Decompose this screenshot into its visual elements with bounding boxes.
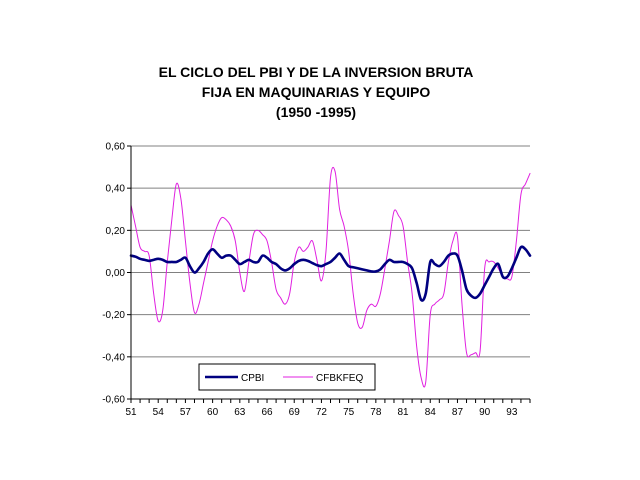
y-tick-label: -0,60 xyxy=(102,395,125,406)
x-tick-label: 54 xyxy=(153,407,165,418)
chart-title: EL CICLO DEL PBI Y DE LA INVERSION BRUTA… xyxy=(0,62,632,122)
x-tick-label: 57 xyxy=(180,407,192,418)
y-tick-label: 0,00 xyxy=(106,268,126,279)
x-tick-label: 66 xyxy=(261,407,273,418)
chart-title-line-3: (1950 -1995) xyxy=(275,104,357,120)
x-tick-label: 81 xyxy=(397,407,409,418)
legend-label-cpbi: CPBI xyxy=(241,373,264,384)
x-tick-label: 87 xyxy=(452,407,464,418)
x-tick-label: 60 xyxy=(207,407,219,418)
y-tick-label: -0,40 xyxy=(102,352,125,363)
series-line-cfbkfeq xyxy=(130,166,531,388)
y-tick-label: -0,20 xyxy=(102,310,125,321)
x-axis-ticks: 51 54 57 60 63 66 69 72 75 78 81 84 87 90 93 xyxy=(125,399,531,418)
series-line-cpbi xyxy=(129,245,532,302)
x-tick-label: 90 xyxy=(479,407,491,418)
y-axis-ticks: 0,60 0,40 0,20 0,00 -0,20 -0,40 -0,60 xyxy=(102,142,131,406)
legend: CPBI CFBKFEQ xyxy=(198,363,376,391)
x-tick-label: 75 xyxy=(343,407,355,418)
x-tick-label: 84 xyxy=(425,407,437,418)
x-tick-label: 78 xyxy=(370,407,382,418)
chart-title-line-2: FIJA EN MAQUINARIAS Y EQUIPO xyxy=(201,84,431,100)
y-tick-label: 0,60 xyxy=(106,142,126,153)
y-tick-label: 0,40 xyxy=(106,184,126,195)
axes xyxy=(130,146,530,400)
x-tick-label: 51 xyxy=(125,407,137,418)
x-tick-label: 72 xyxy=(316,407,328,418)
y-tick-label: 0,20 xyxy=(106,226,126,237)
legend-label-cfbkfeq: CFBKFEQ xyxy=(316,373,363,384)
x-tick-label: 93 xyxy=(506,407,518,418)
series-lines xyxy=(129,166,532,388)
x-tick-label: 69 xyxy=(289,407,301,418)
chart-title-line-1: EL CICLO DEL PBI Y DE LA INVERSION BRUTA xyxy=(158,64,474,80)
x-tick-label: 63 xyxy=(234,407,246,418)
